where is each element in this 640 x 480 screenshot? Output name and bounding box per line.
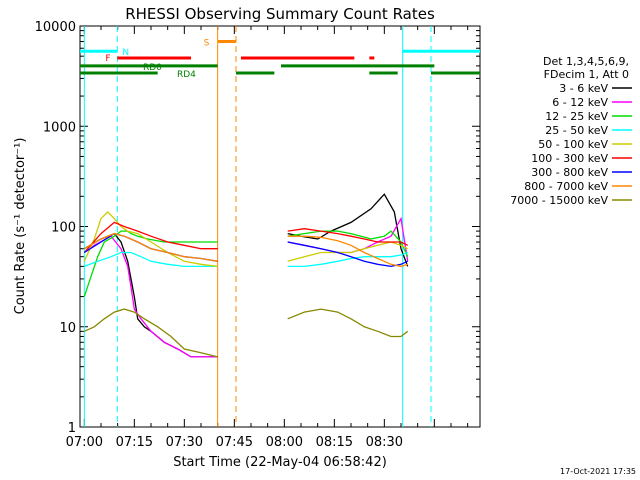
status-bars: F N S RD0 RD4 bbox=[80, 39, 480, 80]
legend-header-line: FDecim 1, Att 0 bbox=[544, 68, 629, 81]
series-line bbox=[83, 235, 218, 358]
series-line bbox=[287, 251, 408, 268]
timestamp: 17-Oct-2021 17:35 bbox=[560, 467, 636, 476]
legend-label: 50 - 100 keV bbox=[538, 138, 608, 151]
series-line bbox=[287, 230, 409, 257]
series-line bbox=[83, 232, 218, 358]
y-tick-label: 100 bbox=[51, 221, 76, 236]
x-tick-label: 08:00 bbox=[266, 435, 303, 450]
axes-group: 07:00 07:15 07:30 07:45 08:00 08:15 08:30 1 10 10… bbox=[35, 20, 480, 450]
x-tick-label: 07:30 bbox=[166, 435, 203, 450]
series-line bbox=[83, 230, 218, 297]
legend-label: 100 - 300 keV bbox=[531, 152, 608, 165]
series-line bbox=[83, 221, 218, 253]
legend-label: 12 - 25 keV bbox=[545, 110, 608, 123]
legend-header-line: Det 1,3,4,5,6,9, bbox=[543, 55, 629, 68]
vertical-markers bbox=[83, 26, 432, 427]
x-tick-label: 07:45 bbox=[216, 435, 253, 450]
flare-bar-label: F bbox=[105, 54, 110, 64]
x-tick-label: 08:15 bbox=[316, 435, 353, 450]
x-tick-label: 07:00 bbox=[66, 435, 103, 450]
x-axis-label: Start Time (22-May-04 06:58:42) bbox=[173, 455, 387, 470]
series-line bbox=[287, 308, 409, 338]
series-line bbox=[83, 210, 218, 268]
series-line bbox=[287, 241, 408, 268]
series-line bbox=[287, 228, 408, 246]
chart-title: RHESSI Observing Summary Count Rates bbox=[125, 5, 435, 23]
y-tick-label: 10000 bbox=[35, 20, 76, 35]
series-line bbox=[287, 235, 408, 268]
series-line bbox=[287, 193, 409, 267]
legend-label: 800 - 7000 keV bbox=[524, 180, 608, 193]
y-tick-label: 10 bbox=[59, 321, 76, 336]
y-axis-label: Count Rate (s⁻¹ detector⁻¹) bbox=[13, 138, 28, 315]
legend-label: 3 - 6 keV bbox=[559, 82, 608, 95]
series-line bbox=[84, 251, 218, 268]
series-line bbox=[83, 232, 218, 262]
rd4-bar-label: RD4 bbox=[177, 70, 196, 80]
rd0-bar-label: RD0 bbox=[143, 63, 162, 73]
series-line bbox=[287, 216, 409, 262]
y-tick-label: 1 bbox=[68, 421, 76, 436]
legend-label: 7000 - 15000 keV bbox=[510, 194, 608, 207]
series-line bbox=[287, 241, 408, 262]
series-group bbox=[83, 193, 409, 358]
series-line bbox=[84, 308, 218, 358]
x-tick-label: 08:30 bbox=[366, 435, 403, 450]
legend-label: 300 - 800 keV bbox=[531, 166, 608, 179]
y-tick-label: 1000 bbox=[43, 120, 76, 135]
x-tick-label: 07:15 bbox=[116, 435, 153, 450]
plot-frame bbox=[79, 25, 481, 428]
legend-label: 6 - 12 keV bbox=[552, 96, 608, 109]
saa-bar-label: S bbox=[204, 39, 210, 49]
legend: Det 1,3,4,5,6,9,FDecim 1, Att 03 - 6 keV… bbox=[510, 55, 632, 207]
night-bar-label: N bbox=[122, 48, 129, 58]
legend-label: 25 - 50 keV bbox=[545, 124, 608, 137]
